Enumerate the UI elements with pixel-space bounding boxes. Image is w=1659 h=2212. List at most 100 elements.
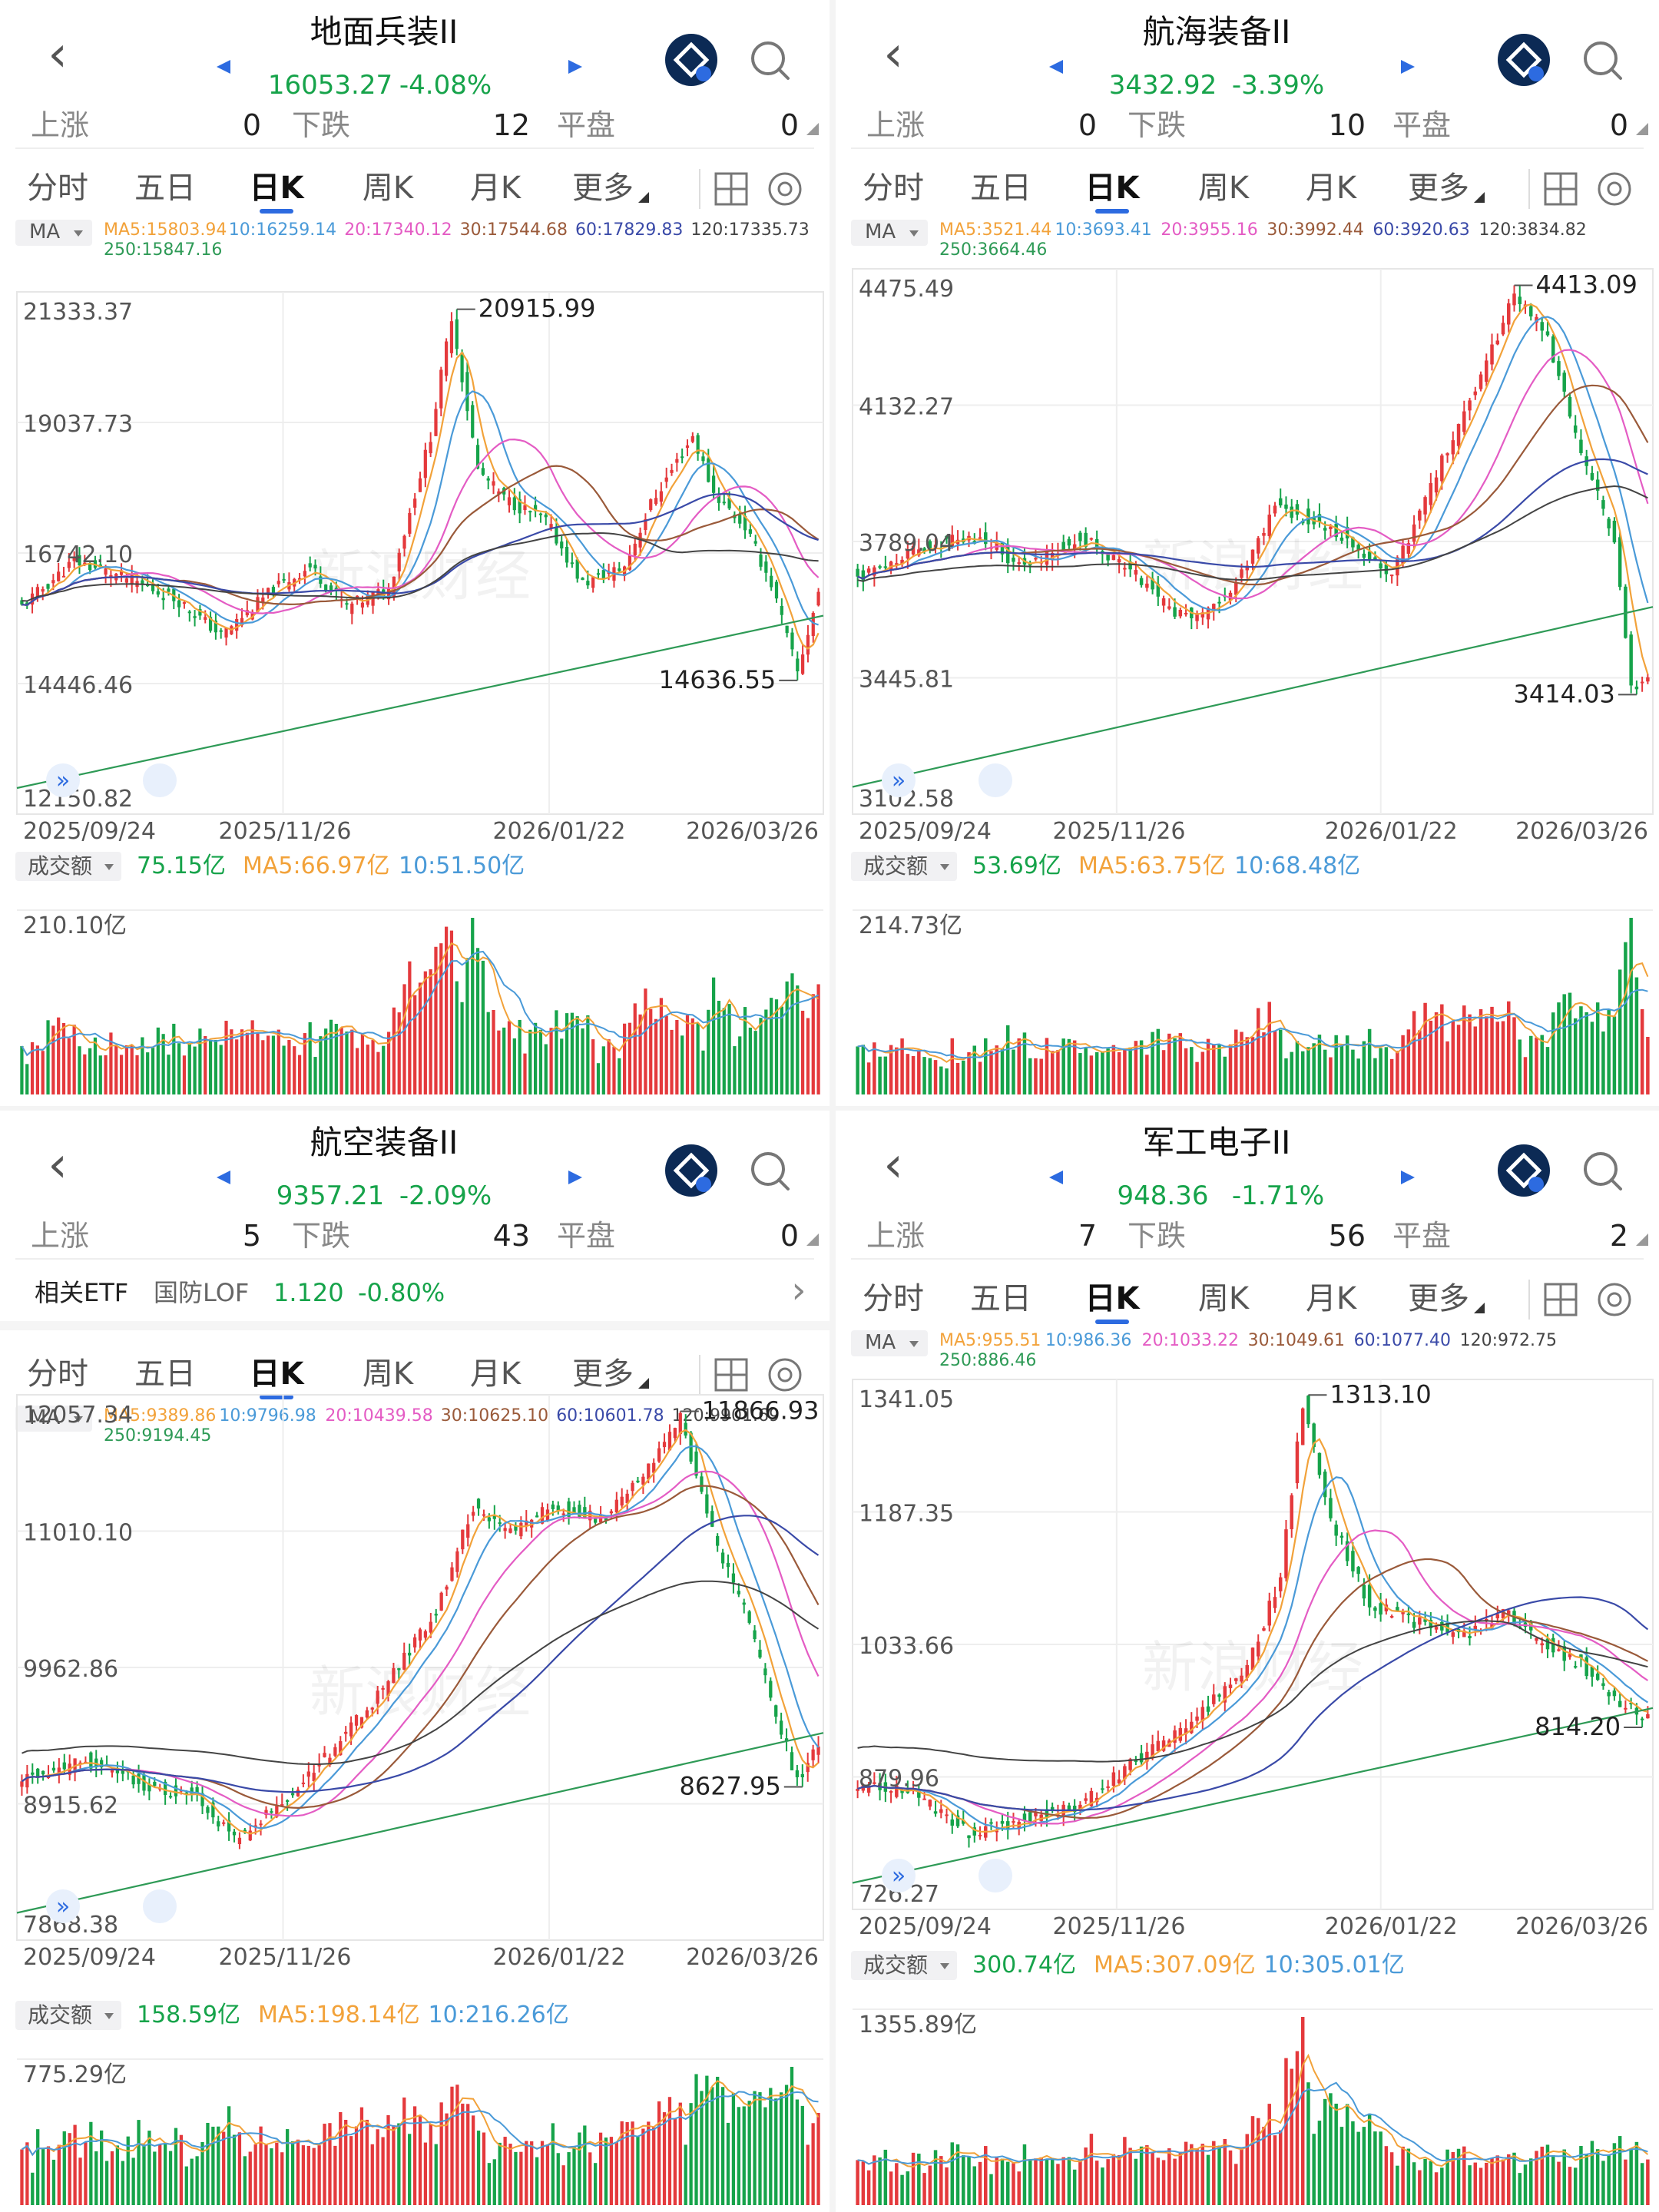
search-icon[interactable] bbox=[1584, 1152, 1618, 1186]
volume-bar bbox=[900, 2174, 904, 2205]
volume-bar bbox=[1396, 2165, 1399, 2205]
breadth-divider bbox=[15, 1258, 814, 1260]
volume-bar bbox=[168, 2151, 173, 2205]
tab-t6[interactable]: 更多 bbox=[1408, 171, 1469, 206]
ma-button-label[interactable]: MA bbox=[29, 1406, 60, 1429]
tab-t1[interactable]: 分时 bbox=[27, 1356, 88, 1392]
tab-t3[interactable]: 日K bbox=[1085, 171, 1141, 206]
volume-button-label[interactable]: 成交额 bbox=[863, 853, 928, 879]
candle-body bbox=[707, 458, 710, 482]
volume-bar bbox=[1190, 1047, 1194, 1094]
tab-t5[interactable]: 月K bbox=[470, 171, 522, 206]
tab-t1[interactable]: 分时 bbox=[27, 171, 88, 206]
volume-button-label[interactable]: 成交额 bbox=[28, 2002, 92, 2028]
tab-t4[interactable]: 周K bbox=[363, 171, 415, 206]
volume-button-label[interactable]: 成交额 bbox=[28, 853, 92, 879]
etf-name[interactable]: 国防LOF bbox=[154, 1278, 249, 1307]
back-icon[interactable]: ‹ bbox=[48, 26, 68, 83]
volume-ma5: MA5:198.14亿 bbox=[258, 2002, 420, 2028]
next-icon[interactable] bbox=[568, 60, 582, 74]
back-icon[interactable]: ‹ bbox=[883, 26, 903, 83]
tab-t5[interactable]: 月K bbox=[470, 1356, 522, 1392]
search-icon[interactable] bbox=[1584, 41, 1618, 75]
prev-icon[interactable] bbox=[1049, 60, 1063, 74]
volume-ma10: 10:216.26亿 bbox=[429, 2002, 569, 2028]
volume-button[interactable] bbox=[15, 2001, 121, 2030]
volume-bars bbox=[856, 918, 1650, 1094]
volume-bar bbox=[1501, 2159, 1505, 2205]
candle-body bbox=[861, 1785, 866, 1791]
back-icon[interactable]: ‹ bbox=[883, 1137, 903, 1194]
fullscreen-icon[interactable] bbox=[979, 1859, 1012, 1892]
next-icon[interactable] bbox=[1401, 1171, 1415, 1184]
tab-t3[interactable]: 日K bbox=[250, 1356, 306, 1392]
etf-chevron-icon[interactable]: › bbox=[791, 1269, 806, 1312]
tab-t1[interactable]: 分时 bbox=[863, 171, 924, 206]
ma-button[interactable] bbox=[851, 220, 928, 246]
next-icon[interactable] bbox=[568, 1171, 582, 1184]
candle-body bbox=[1234, 1678, 1238, 1681]
back-icon[interactable]: ‹ bbox=[48, 1137, 68, 1194]
scroll-left-icon[interactable] bbox=[46, 763, 80, 797]
tab-t3[interactable]: 日K bbox=[1085, 1281, 1141, 1316]
tab-t4[interactable]: 周K bbox=[1198, 171, 1250, 206]
volume-button[interactable] bbox=[851, 852, 957, 881]
fullscreen-icon[interactable] bbox=[143, 1889, 177, 1923]
fullscreen-icon[interactable] bbox=[143, 763, 177, 797]
volume-bar bbox=[1306, 1047, 1310, 1094]
ma-button-label[interactable]: MA bbox=[865, 1331, 896, 1354]
volume-bar bbox=[572, 2146, 576, 2205]
tab-t6[interactable]: 更多 bbox=[1408, 1281, 1469, 1316]
tab-t6[interactable]: 更多 bbox=[572, 171, 634, 206]
next-icon[interactable] bbox=[1401, 60, 1415, 74]
tab-t2[interactable]: 五日 bbox=[970, 171, 1031, 206]
search-icon[interactable] bbox=[751, 41, 785, 75]
volume-button-label[interactable]: 成交额 bbox=[863, 1952, 928, 1978]
tab-t4[interactable]: 周K bbox=[363, 1356, 415, 1392]
volume-bar bbox=[1123, 2137, 1127, 2205]
ma-button-label[interactable]: MA bbox=[29, 220, 60, 243]
prev-icon[interactable] bbox=[217, 1171, 230, 1184]
search-icon[interactable] bbox=[751, 1152, 785, 1186]
candle-body bbox=[1646, 677, 1650, 682]
ma-button-label[interactable]: MA bbox=[865, 220, 896, 243]
settings-gear-icon[interactable] bbox=[768, 1358, 802, 1392]
breadth-flat-label: 平盘 bbox=[557, 108, 615, 142]
tab-t2[interactable]: 五日 bbox=[134, 171, 196, 206]
prev-icon[interactable] bbox=[217, 60, 230, 74]
volume-max-label: 214.73亿 bbox=[859, 912, 962, 939]
tab-t2[interactable]: 五日 bbox=[970, 1281, 1031, 1316]
volume-ma10: 10:305.01亿 bbox=[1264, 1952, 1405, 1979]
volume-button[interactable] bbox=[851, 1951, 957, 1980]
volume-bar bbox=[51, 1025, 55, 1094]
scroll-left-icon[interactable] bbox=[882, 763, 916, 797]
ma-button[interactable] bbox=[851, 1330, 928, 1356]
candle-body bbox=[673, 1428, 677, 1439]
tab-t5[interactable]: 月K bbox=[1306, 1281, 1358, 1316]
tab-t4[interactable]: 周K bbox=[1198, 1281, 1250, 1316]
tab-t6[interactable]: 更多 bbox=[572, 1356, 634, 1392]
tab-t5[interactable]: 月K bbox=[1306, 171, 1358, 206]
tab-t3[interactable]: 日K bbox=[250, 171, 306, 206]
volume-bar bbox=[1646, 1036, 1650, 1094]
volume-bar bbox=[1022, 1032, 1027, 1094]
volume-bar bbox=[275, 2142, 279, 2205]
candle-body bbox=[1317, 514, 1322, 522]
volume-button[interactable] bbox=[15, 852, 121, 881]
prev-icon[interactable] bbox=[1049, 1171, 1063, 1184]
settings-gear-icon[interactable] bbox=[1598, 1283, 1631, 1316]
ma-button[interactable] bbox=[15, 220, 92, 246]
volume-bar bbox=[1579, 2146, 1583, 2205]
volume-bar bbox=[195, 2156, 199, 2205]
scroll-left-icon[interactable] bbox=[882, 1859, 916, 1892]
settings-gear-icon[interactable] bbox=[768, 172, 802, 206]
settings-gear-icon[interactable] bbox=[1598, 172, 1631, 206]
fullscreen-icon[interactable] bbox=[979, 763, 1012, 797]
tab-t2[interactable]: 五日 bbox=[134, 1356, 196, 1392]
scroll-left-icon[interactable] bbox=[46, 1889, 80, 1923]
tab-t1[interactable]: 分时 bbox=[863, 1281, 924, 1316]
volume-bar bbox=[1545, 1047, 1550, 1094]
ma-dropdown-icon bbox=[909, 230, 919, 237]
candle-body bbox=[551, 1504, 555, 1509]
ma-button[interactable] bbox=[15, 1406, 92, 1432]
